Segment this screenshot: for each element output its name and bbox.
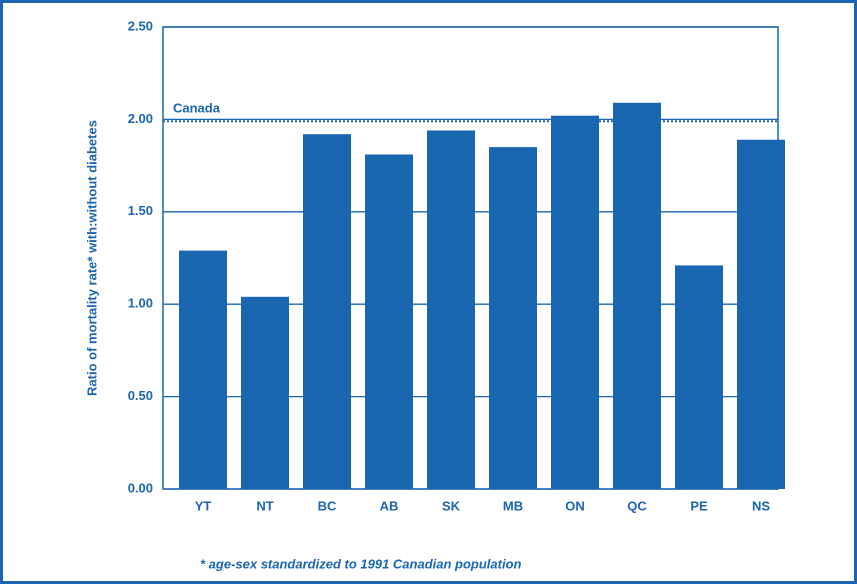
footnote: * age-sex standardized to 1991 Canadian … [200,556,522,571]
bar [303,134,351,489]
bar [179,250,227,489]
bar [489,147,537,489]
x-tick-label: PE [690,498,708,513]
y-tick-label: 0.50 [128,388,153,403]
x-tick-label: YT [195,498,212,513]
bar [241,296,289,489]
y-tick-label: 1.50 [128,203,153,218]
bar [613,102,661,489]
x-tick-label: MB [503,498,523,513]
x-tick-label: BC [318,498,337,513]
x-tick-label: QC [627,498,647,513]
bar [427,130,475,489]
x-tick-label: NT [256,498,273,513]
bar [551,115,599,489]
bar [737,139,785,489]
y-axis-label: Ratio of mortality rate* with:without di… [84,120,99,396]
bar [365,154,413,489]
x-tick-label: ON [565,498,585,513]
x-tick-label: SK [442,498,461,513]
y-tick-label: 2.00 [128,111,153,126]
y-tick-label: 1.00 [128,296,153,311]
x-tick-label: NS [752,498,770,513]
y-tick-label: 2.50 [128,18,153,33]
reference-label: Canada [173,101,221,116]
y-tick-label: 0.00 [128,480,153,495]
bar [675,265,723,489]
x-tick-label: AB [380,498,399,513]
